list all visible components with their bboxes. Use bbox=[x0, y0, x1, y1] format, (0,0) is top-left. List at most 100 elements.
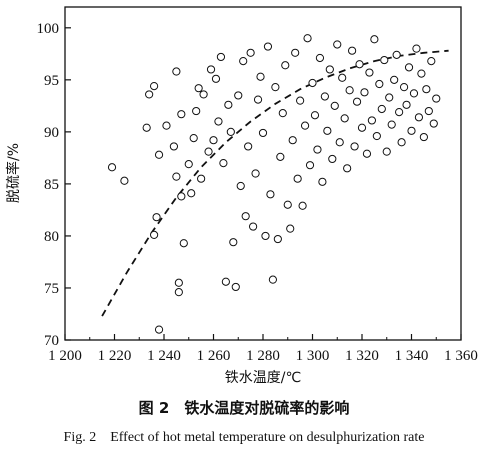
data-point bbox=[226, 127, 235, 136]
data-point bbox=[424, 106, 433, 116]
data-point bbox=[333, 40, 342, 49]
data-point bbox=[357, 123, 367, 132]
data-point bbox=[184, 160, 193, 169]
data-point bbox=[234, 91, 243, 100]
figure-caption-english: Fig. 2 Effect of hot metal temperature o… bbox=[63, 430, 425, 445]
data-point bbox=[325, 65, 334, 74]
data-point bbox=[338, 73, 347, 82]
data-point bbox=[251, 169, 260, 178]
x-tick-label: 1 340 bbox=[395, 348, 429, 364]
x-axis-ticks: 1 200 1 220 1 240 1 260 1 280 1 300 1 320 1 340… bbox=[48, 334, 478, 364]
data-point bbox=[281, 61, 290, 70]
data-point bbox=[236, 181, 245, 191]
data-point bbox=[229, 238, 238, 247]
x-tick-label: 1 300 bbox=[296, 348, 330, 364]
data-point bbox=[372, 131, 381, 141]
data-point bbox=[145, 90, 154, 99]
data-point bbox=[273, 234, 282, 244]
data-point bbox=[221, 277, 230, 286]
x-tick-label: 1 200 bbox=[48, 348, 82, 364]
x-tick-label: 1 280 bbox=[246, 348, 280, 364]
data-point bbox=[169, 142, 178, 151]
data-point bbox=[107, 163, 117, 172]
x-tick-label: 1 220 bbox=[98, 348, 132, 364]
data-points-layer bbox=[107, 34, 441, 334]
data-point bbox=[412, 44, 421, 53]
data-point bbox=[300, 121, 310, 130]
data-point bbox=[407, 126, 416, 135]
data-point bbox=[320, 92, 329, 101]
data-point bbox=[150, 81, 159, 91]
data-point bbox=[231, 282, 240, 292]
data-point bbox=[224, 100, 233, 109]
data-point bbox=[268, 275, 277, 284]
data-point bbox=[298, 201, 307, 210]
data-point bbox=[177, 192, 186, 201]
data-point bbox=[246, 48, 255, 57]
data-point bbox=[340, 114, 349, 123]
data-point bbox=[377, 104, 386, 114]
data-point bbox=[120, 176, 129, 185]
data-point bbox=[409, 89, 419, 98]
data-point bbox=[385, 93, 394, 102]
data-point bbox=[315, 53, 325, 63]
data-point bbox=[179, 239, 188, 248]
data-point bbox=[261, 231, 270, 241]
y-tick-label: 100 bbox=[37, 21, 60, 37]
plot-frame bbox=[64, 6, 462, 341]
data-point bbox=[387, 120, 396, 129]
data-point bbox=[174, 288, 183, 297]
data-point bbox=[197, 174, 206, 183]
data-point bbox=[335, 138, 344, 147]
data-point bbox=[187, 189, 196, 198]
data-point bbox=[283, 200, 292, 209]
data-point bbox=[249, 222, 258, 231]
data-point bbox=[419, 132, 428, 142]
data-point bbox=[427, 57, 436, 66]
data-point bbox=[172, 172, 181, 181]
data-point bbox=[150, 230, 159, 239]
data-point bbox=[286, 224, 295, 233]
x-tick-label: 1 320 bbox=[345, 348, 379, 364]
data-point bbox=[288, 136, 297, 145]
data-point bbox=[206, 65, 216, 74]
data-point bbox=[303, 34, 312, 43]
y-tick-label: 95 bbox=[44, 73, 59, 89]
data-point bbox=[380, 55, 389, 65]
data-point bbox=[417, 69, 426, 78]
data-point bbox=[154, 150, 164, 159]
data-point bbox=[395, 108, 404, 117]
data-point bbox=[172, 67, 181, 76]
data-point bbox=[276, 152, 285, 161]
data-point bbox=[323, 126, 332, 135]
figure-caption-chinese: 图 2 铁水温度对脱硫率的影响 bbox=[138, 399, 350, 417]
data-point bbox=[429, 119, 438, 128]
data-point bbox=[216, 52, 226, 62]
data-point bbox=[152, 213, 161, 222]
data-point bbox=[375, 79, 384, 89]
data-point bbox=[308, 78, 317, 88]
data-point bbox=[404, 63, 414, 72]
scatter-chart: 1 200 1 220 1 240 1 260 1 280 1 300 1 320 1 340… bbox=[5, 6, 478, 386]
data-point bbox=[355, 60, 364, 69]
y-tick-label: 70 bbox=[44, 333, 59, 349]
data-point bbox=[422, 85, 431, 94]
data-point bbox=[318, 177, 327, 186]
data-point bbox=[370, 35, 379, 44]
data-point bbox=[263, 42, 273, 51]
data-point bbox=[367, 116, 376, 125]
data-point bbox=[239, 57, 248, 66]
data-point bbox=[392, 50, 401, 59]
data-point bbox=[328, 154, 337, 164]
data-point bbox=[382, 147, 391, 156]
data-point bbox=[244, 142, 253, 151]
data-point bbox=[194, 84, 203, 93]
data-point bbox=[365, 68, 374, 77]
data-point bbox=[399, 83, 409, 92]
data-point bbox=[397, 138, 406, 147]
data-point bbox=[177, 110, 186, 119]
data-point bbox=[343, 164, 352, 173]
data-point bbox=[350, 142, 359, 151]
data-point bbox=[192, 106, 201, 116]
data-point bbox=[174, 278, 183, 287]
